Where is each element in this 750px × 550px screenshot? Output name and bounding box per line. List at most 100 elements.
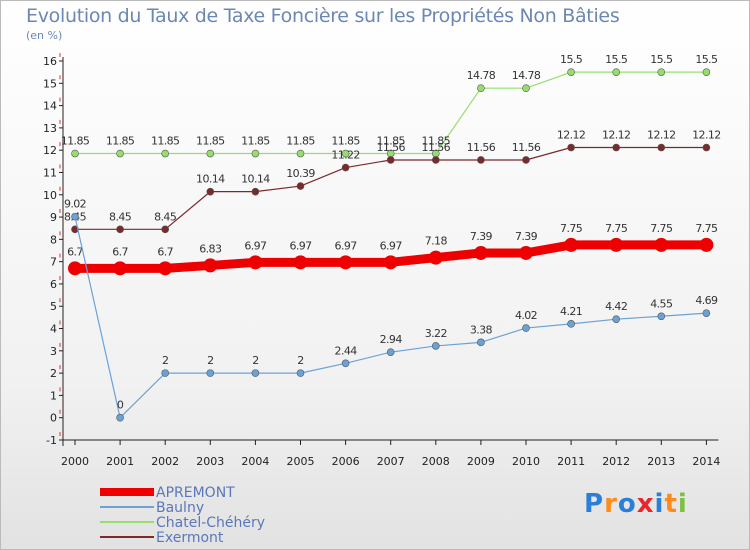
data-point [473, 245, 488, 260]
data-point [161, 149, 169, 158]
data-label: 14.78 [512, 69, 541, 82]
data-label: 11.85 [61, 135, 90, 148]
data-point [71, 225, 79, 234]
data-label: 12.12 [602, 129, 631, 142]
data-point [251, 187, 260, 196]
data-label: 4.02 [515, 309, 537, 322]
data-point [654, 237, 669, 252]
data-point [113, 261, 128, 276]
x-tick-label: 2003 [196, 455, 224, 468]
data-label: 7.39 [470, 230, 493, 243]
data-label: 11.56 [376, 141, 405, 154]
data-label: 11.22 [331, 149, 360, 162]
data-label: 3.38 [470, 323, 493, 336]
x-tick-label: 2009 [467, 455, 495, 468]
x-tick-label: 2012 [602, 455, 630, 468]
data-point [702, 143, 711, 152]
data-point [296, 369, 305, 377]
data-point [251, 149, 260, 158]
y-tick-label: 7 [50, 256, 57, 269]
data-point [248, 255, 263, 270]
x-tick-label: 2006 [332, 455, 360, 468]
data-label: 11.56 [467, 141, 496, 154]
data-label: 11.85 [331, 135, 360, 148]
data-label: 12.12 [692, 129, 721, 142]
data-label: 11.56 [512, 141, 541, 154]
x-tick-label: 2013 [647, 455, 675, 468]
data-point [251, 369, 260, 377]
data-point [431, 156, 440, 164]
data-label: 6.83 [199, 242, 222, 255]
y-tick-label: 12 [43, 144, 57, 157]
data-point [657, 312, 666, 321]
x-tick-label: 2001 [106, 455, 134, 468]
data-label: 8.45 [109, 210, 132, 223]
data-point [612, 68, 621, 76]
legend-label: Chatel-Chéhéry [156, 515, 265, 531]
y-axis-unit-label: (en %) [26, 29, 63, 42]
data-point [161, 369, 169, 377]
data-label: 15.5 [695, 53, 718, 66]
y-tick-label: 9 [50, 211, 57, 224]
logo-letter: t [664, 489, 678, 519]
data-label: 10.39 [286, 167, 315, 180]
data-point [338, 255, 353, 270]
data-point [161, 225, 169, 234]
legend-label: Exermont [156, 530, 224, 546]
data-point [431, 342, 440, 350]
data-point [477, 84, 485, 92]
x-tick-label: 2007 [377, 455, 405, 468]
data-label: 6.97 [289, 239, 312, 252]
data-point [203, 258, 218, 273]
data-label: 2.94 [380, 333, 403, 346]
y-tick-label: 2 [50, 367, 57, 380]
data-label: 2.44 [335, 344, 358, 357]
data-point [567, 320, 575, 328]
data-point [206, 187, 215, 196]
data-label: 7.39 [515, 230, 538, 243]
data-label: 11.85 [241, 135, 270, 148]
data-point [68, 261, 82, 276]
legend-label: APREMONT [156, 485, 235, 501]
data-point [477, 338, 485, 347]
y-tick-label: 4 [50, 323, 57, 336]
data-label: 6.97 [244, 239, 267, 252]
x-tick-label: 2011 [557, 455, 585, 468]
logo-letter: o [617, 489, 637, 519]
x-tick-label: 2008 [422, 455, 450, 468]
data-point [522, 156, 530, 164]
data-point [293, 255, 308, 270]
x-tick-label: 2000 [61, 455, 89, 468]
y-tick-label: -1 [46, 434, 57, 447]
data-label: 6.97 [335, 239, 358, 252]
data-label: 9.02 [64, 198, 86, 211]
series-exermont: 8.458.458.4510.1410.1410.3911.2211.5611.… [64, 129, 721, 234]
data-label: 14.78 [467, 69, 496, 82]
data-label: 12.12 [557, 129, 586, 142]
legend-label: Baulny [156, 500, 204, 516]
data-label: 15.5 [650, 53, 673, 66]
data-point [296, 149, 305, 158]
data-point [116, 225, 124, 234]
data-point [383, 255, 398, 270]
data-label: 7.75 [560, 222, 583, 235]
x-tick-label: 2014 [692, 455, 720, 468]
data-point [564, 237, 579, 252]
data-point [702, 309, 711, 317]
data-point [522, 84, 530, 92]
data-label: 0 [117, 399, 124, 412]
data-label: 4.69 [695, 294, 718, 307]
data-point [702, 68, 711, 76]
data-point [386, 348, 395, 356]
data-label: 11.85 [376, 135, 405, 148]
y-tick-label: 1 [50, 389, 57, 402]
data-label: 15.5 [560, 53, 583, 66]
data-label: 2 [252, 354, 258, 367]
x-tick-label: 2005 [287, 455, 315, 468]
data-point [657, 143, 666, 152]
series-baulny: 9.02 0 2 2 2 2 2.44 2.94 3.22 3.38 4.02 4.21 4.42 4.5… [64, 198, 719, 422]
data-label: 2 [297, 354, 303, 367]
data-label: 4.55 [650, 297, 673, 310]
